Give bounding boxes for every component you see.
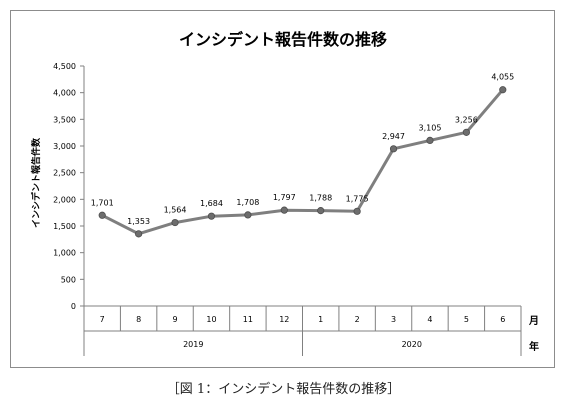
data-label: 4,055 [491, 73, 514, 82]
data-point [244, 211, 252, 219]
y-axis-label: インシデント報告件数 [30, 137, 42, 228]
data-label: 1,775 [346, 194, 369, 203]
series-line [101, 88, 504, 236]
x-tick-label: 9 [172, 315, 177, 324]
chart-frame: インシデント報告件数の推移 インシデント報告件数 0 500 1,000 1,500 2… [10, 10, 555, 368]
data-label: 3,256 [455, 115, 478, 124]
y-tick-label: 4,000 [53, 89, 76, 98]
x-tick-label: 4 [427, 315, 432, 324]
data-point [207, 212, 216, 220]
year-label: 2020 [402, 340, 422, 349]
data-point [499, 86, 507, 94]
x-tick-label: 7 [100, 315, 105, 324]
data-label: 2,947 [382, 132, 405, 141]
data-point [280, 206, 288, 214]
y-tick-label: 3,000 [53, 142, 76, 151]
data-label: 1,701 [91, 198, 114, 207]
data-point [389, 145, 398, 153]
year-label: 2019 [183, 340, 203, 349]
x-tick-label: 8 [136, 315, 141, 324]
data-label: 3,105 [419, 123, 442, 132]
y-tick-label: 2,000 [53, 195, 76, 204]
y-tick-label: 500 [61, 275, 76, 284]
x-tick-label: 11 [243, 315, 253, 324]
x-tick-label: 6 [500, 315, 505, 324]
data-point [171, 218, 179, 227]
data-label: 1,708 [236, 198, 259, 207]
line-chart: インシデント報告件数の推移 インシデント報告件数 0 500 1,000 1,500 2… [30, 30, 539, 356]
data-label: 1,564 [164, 206, 187, 215]
data-point [135, 230, 143, 238]
y-tick-label: 1,000 [53, 249, 76, 258]
figure-caption: ［図 1：インシデント報告件数の推移］ [166, 382, 401, 397]
x-tick-label: 12 [279, 315, 289, 324]
y-tick-label: 4,500 [53, 62, 76, 71]
year-unit-label: 年 [529, 340, 539, 353]
x-tick-label: 1 [318, 315, 323, 324]
data-label: 1,797 [273, 193, 296, 202]
data-point [426, 136, 434, 144]
x-tick-label: 3 [391, 315, 396, 324]
data-label: 1,353 [127, 217, 150, 226]
month-unit-label: 月 [528, 315, 539, 327]
data-label: 1,684 [200, 199, 223, 208]
x-tick-label: 2 [355, 315, 360, 324]
chart-title: インシデント報告件数の推移 [179, 30, 387, 49]
y-tick-label: 2,500 [53, 169, 76, 178]
data-point [317, 207, 325, 215]
y-tick-label: 3,500 [53, 115, 76, 124]
data-point [98, 211, 106, 219]
data-point [462, 128, 470, 136]
x-tick-label: 5 [464, 315, 469, 324]
y-tick-label: 1,500 [53, 222, 76, 231]
x-tick-label: 10 [206, 315, 216, 324]
y-tick-label: 0 [71, 302, 76, 311]
data-point [353, 207, 361, 215]
data-label: 1,788 [309, 194, 332, 203]
